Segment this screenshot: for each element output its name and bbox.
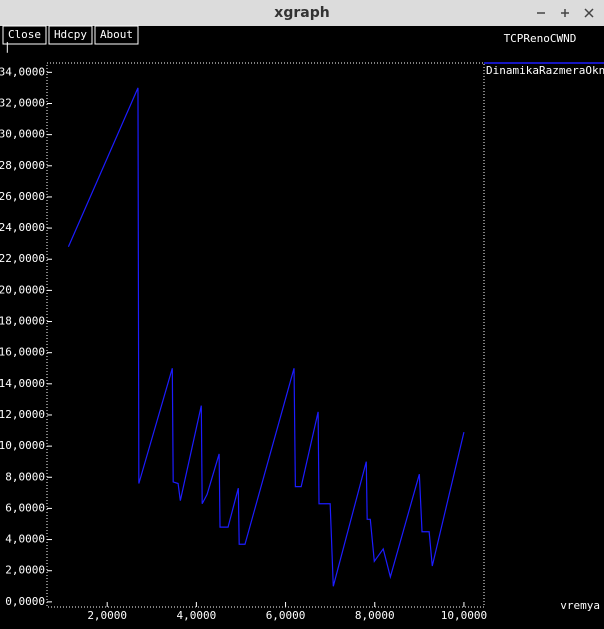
y-tick-label: 0,0000: [5, 595, 45, 608]
y-tick-label: 4,0000: [5, 533, 45, 546]
y-tick-label: 14,0000: [0, 377, 45, 390]
button[interactable]: [48, 25, 93, 45]
y-tick-label: 30,0000: [0, 128, 45, 141]
plot-frame: [46, 62, 485, 608]
button[interactable]: [94, 25, 139, 45]
x-tick-label: 10,0000: [441, 609, 487, 622]
x-axis-label: vremya: [560, 599, 600, 612]
x-tick-label: 4,0000: [177, 609, 217, 622]
chart-title: TCPRenoCWND: [504, 32, 577, 45]
y-tick-label: 24,0000: [0, 221, 45, 234]
y-tick-label: 10,0000: [0, 439, 45, 452]
button-label[interactable]: Close: [8, 28, 41, 41]
legend-label: DinamikaRazmeraOkna: [486, 64, 604, 77]
y-tick-label: 16,0000: [0, 346, 45, 359]
y-tick-label: 2,0000: [5, 564, 45, 577]
x-tick-label: 8,0000: [355, 609, 395, 622]
y-axis-label: |: [4, 40, 11, 53]
y-tick-label: 34,0000: [0, 65, 45, 78]
y-tick-label: 22,0000: [0, 252, 45, 265]
y-tick-label: 6,0000: [5, 501, 45, 514]
y-tick-label: 12,0000: [0, 408, 45, 421]
y-tick-label: 28,0000: [0, 159, 45, 172]
series-line: [67, 87, 465, 587]
y-tick-label: 18,0000: [0, 315, 45, 328]
y-tick-label: 8,0000: [5, 470, 45, 483]
title-bar: [0, 0, 604, 26]
x-tick-label: 6,0000: [266, 609, 306, 622]
button-label[interactable]: Hdcpy: [54, 28, 87, 41]
x-tick-label: 2,0000: [87, 609, 127, 622]
button[interactable]: [2, 25, 47, 45]
window-controls[interactable]: [537, 8, 594, 18]
window-title: xgraph: [274, 5, 329, 21]
y-tick-label: 20,0000: [0, 283, 45, 296]
y-tick-label: 32,0000: [0, 96, 45, 109]
y-tick-label: 26,0000: [0, 190, 45, 203]
button-label[interactable]: About: [100, 28, 133, 41]
